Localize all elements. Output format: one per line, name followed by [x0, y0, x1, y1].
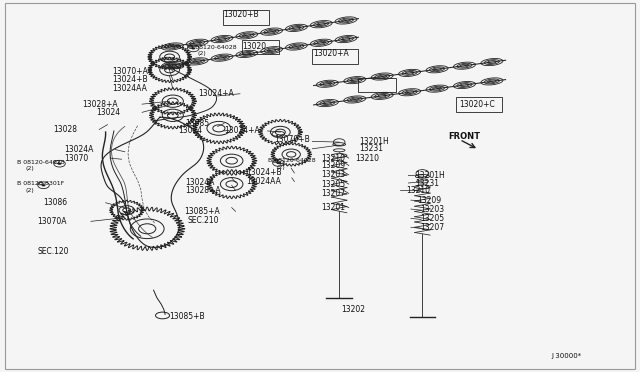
Text: FRONT: FRONT [448, 132, 480, 141]
Text: 13024+A: 13024+A [198, 89, 234, 98]
Text: 13085: 13085 [186, 119, 210, 128]
Text: 13020+A: 13020+A [314, 49, 349, 58]
Text: 13085+B: 13085+B [170, 312, 205, 321]
Text: 13070A: 13070A [37, 217, 67, 226]
Circle shape [276, 162, 280, 164]
Text: B 08120-64028: B 08120-64028 [17, 160, 64, 165]
Text: SEC.120: SEC.120 [37, 247, 68, 256]
Text: 13086: 13086 [44, 198, 68, 207]
Circle shape [42, 184, 45, 186]
Circle shape [191, 47, 195, 49]
Circle shape [58, 163, 61, 165]
Text: 13201H: 13201H [360, 137, 389, 146]
Text: 13203: 13203 [420, 205, 444, 214]
Text: 13024AA: 13024AA [112, 84, 147, 93]
Text: (2): (2) [26, 187, 35, 193]
Text: 13020: 13020 [242, 42, 266, 51]
Text: 13085+A: 13085+A [184, 207, 220, 216]
Text: B 08120-64028: B 08120-64028 [189, 45, 236, 50]
Text: 13202: 13202 [341, 305, 365, 314]
Text: 13024A: 13024A [64, 145, 93, 154]
Text: 13020+C: 13020+C [460, 100, 495, 109]
Bar [223, 10, 269, 25]
Text: 13028: 13028 [53, 125, 77, 134]
Text: J 30000*: J 30000* [552, 353, 582, 359]
Text: SEC.210: SEC.210 [188, 216, 219, 225]
Text: 13209: 13209 [321, 161, 346, 170]
Text: 13201: 13201 [321, 203, 346, 212]
Text: 13070: 13070 [64, 154, 88, 163]
Bar [456, 97, 502, 112]
Text: 13210: 13210 [406, 186, 430, 195]
Text: 13209: 13209 [417, 196, 442, 205]
Text: 13203: 13203 [321, 170, 346, 179]
Text: 13028+A: 13028+A [82, 100, 118, 109]
Text: 13070+B: 13070+B [274, 135, 310, 144]
Text: 13024AA: 13024AA [246, 177, 281, 186]
Text: 13207: 13207 [321, 189, 346, 198]
Text: 13070+A: 13070+A [112, 67, 148, 76]
Text: 13231: 13231 [415, 179, 439, 187]
Text: 13024+A: 13024+A [224, 126, 260, 135]
Text: 13024: 13024 [96, 108, 120, 117]
Text: 13024+B: 13024+B [246, 169, 282, 177]
Text: B 08120-64028: B 08120-64028 [268, 158, 315, 163]
Text: 13028+A: 13028+A [186, 186, 221, 195]
Text: 13207: 13207 [420, 223, 444, 232]
Text: 13024: 13024 [178, 126, 202, 135]
Text: 13210: 13210 [321, 154, 346, 163]
Bar [242, 40, 279, 54]
Text: (2): (2) [26, 166, 35, 171]
Text: B 08120-8301F: B 08120-8301F [17, 181, 64, 186]
Text: (2): (2) [276, 164, 285, 170]
Text: 13205: 13205 [321, 180, 346, 189]
Text: (2): (2) [197, 51, 206, 57]
Text: 13231: 13231 [360, 144, 384, 153]
Bar [358, 78, 396, 92]
Text: 13210: 13210 [355, 154, 380, 163]
Text: 13205: 13205 [420, 214, 444, 223]
Bar [312, 49, 358, 64]
Text: 13024A: 13024A [186, 178, 215, 187]
Text: 13024+B: 13024+B [112, 76, 148, 84]
Text: 13020+B: 13020+B [223, 10, 259, 19]
Text: 13201H: 13201H [415, 171, 444, 180]
